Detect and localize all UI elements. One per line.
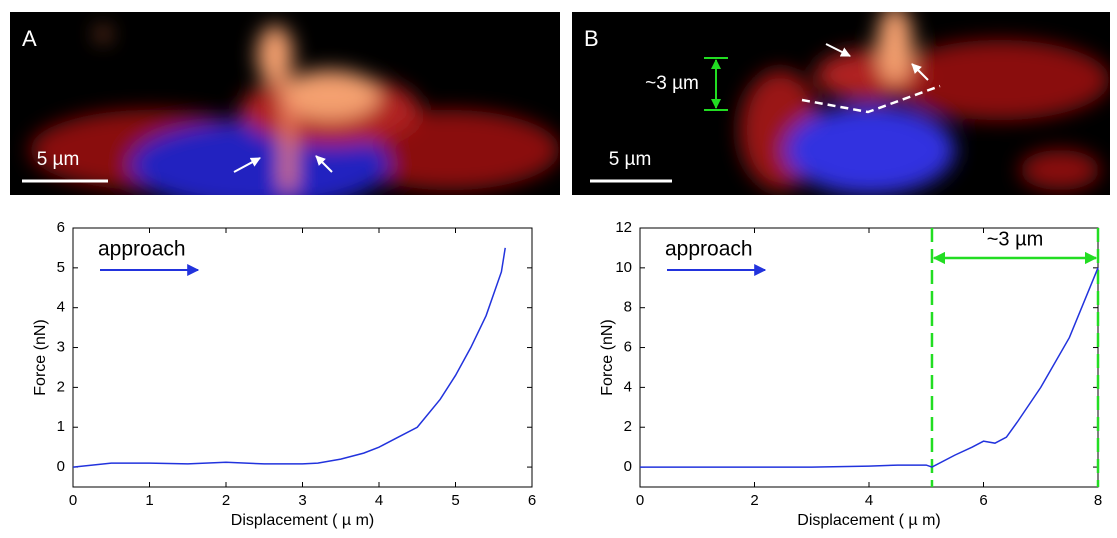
plot-frame	[639, 227, 1099, 488]
scale-bar-label: 5 µm	[609, 149, 652, 170]
arrow	[911, 63, 929, 81]
x-tick-label: 0	[636, 492, 644, 509]
y-tick-label: 4	[624, 378, 632, 395]
x-tick-label: 1	[145, 492, 153, 509]
x-tick-label: 3	[298, 492, 306, 509]
y-tick-label: 0	[624, 458, 632, 475]
x-tick-label: 5	[451, 492, 459, 509]
plot-frame	[72, 227, 533, 488]
arrow	[315, 155, 333, 173]
y-axis-label: Force (nN)	[599, 319, 616, 395]
annotation: approach	[665, 238, 753, 261]
y-tick-label: 2	[57, 378, 65, 395]
scale-bar-label: 5 µm	[37, 149, 80, 170]
y-tick-label: 3	[57, 339, 65, 356]
panel-label: A	[22, 26, 37, 51]
dashed-outline	[801, 84, 941, 114]
image-content	[30, 25, 560, 195]
x-tick-label: 2	[750, 492, 758, 509]
x-tick-label: 0	[69, 492, 77, 509]
y-tick-label: 2	[624, 418, 632, 435]
y-tick-label: 0	[57, 458, 65, 475]
x-tick-label: 4	[375, 492, 383, 509]
height-label: ~3 µm	[645, 73, 699, 94]
panel-label: B	[584, 26, 599, 51]
x-tick-label: 6	[979, 492, 987, 509]
x-tick-label: 6	[528, 492, 536, 509]
y-tick-label: 12	[615, 219, 632, 236]
image-b: B 5 µm ~3 µm	[572, 12, 1110, 195]
y-tick-label: 8	[624, 299, 632, 316]
x-tick-label: 4	[865, 492, 873, 509]
y-tick-label: 6	[624, 339, 632, 356]
arrow	[825, 43, 851, 57]
x-tick-label: 2	[222, 492, 230, 509]
image-content	[740, 12, 1110, 195]
y-tick-label: 4	[57, 299, 65, 316]
x-tick-label: 8	[1094, 492, 1102, 509]
data-line	[72, 247, 506, 468]
y-axis-label: Force (nN)	[32, 319, 49, 395]
x-axis-label: Displacement ( µ m)	[231, 512, 374, 529]
span-label: ~3 µm	[987, 228, 1044, 250]
y-tick-label: 1	[57, 418, 65, 435]
y-tick-label: 6	[57, 219, 65, 236]
y-tick-label: 5	[57, 259, 65, 276]
y-tick-label: 10	[615, 259, 632, 276]
x-axis-label: Displacement ( µ m)	[797, 512, 940, 529]
image-a: A 5 µm	[10, 12, 560, 195]
arrow	[233, 157, 261, 173]
data-line	[640, 267, 1099, 468]
annotation: approach	[98, 238, 186, 261]
